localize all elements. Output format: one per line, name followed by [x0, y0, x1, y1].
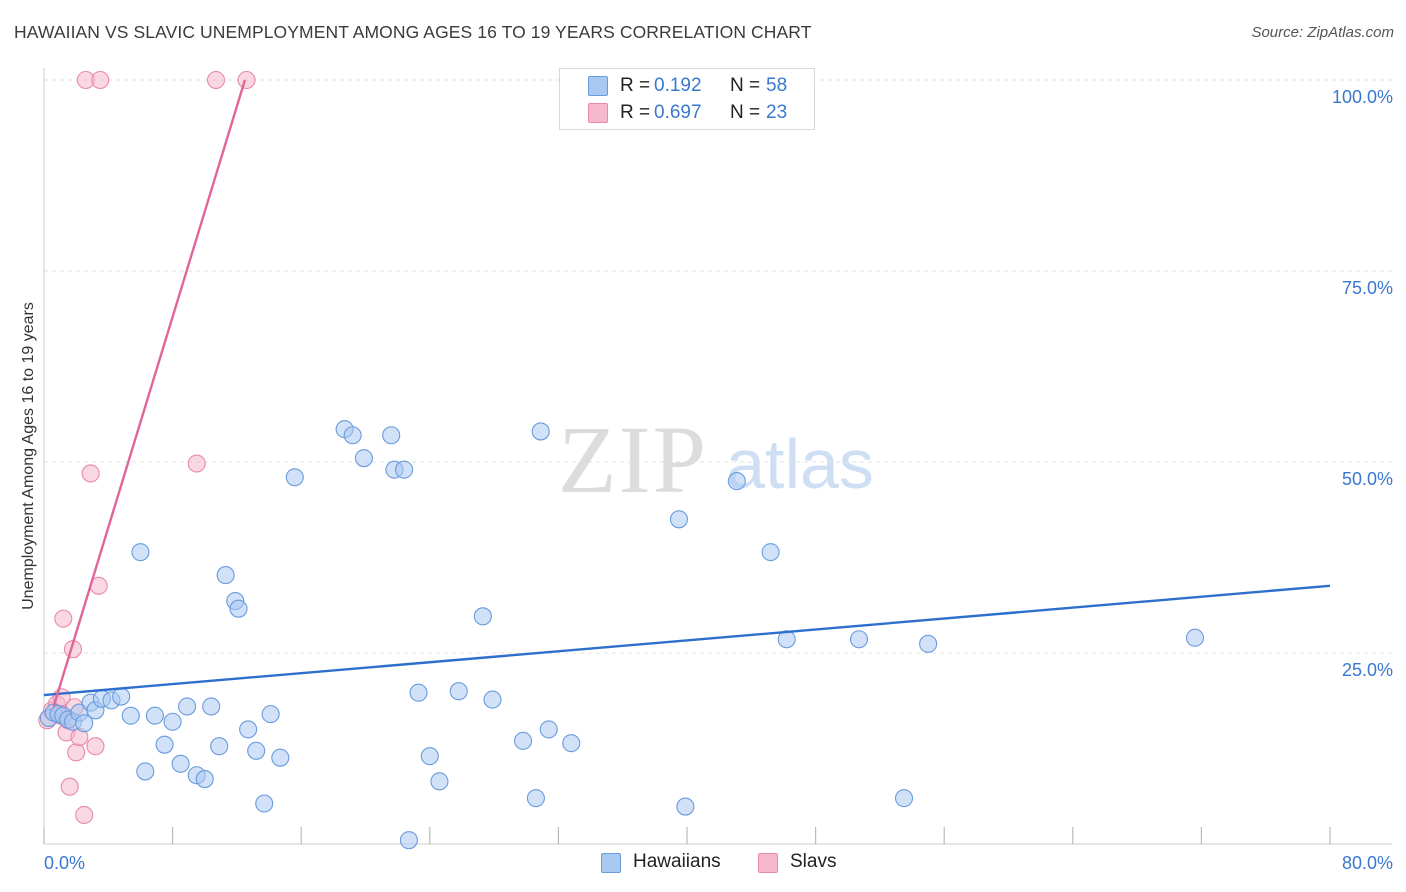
hawaiian-point — [131, 543, 150, 562]
hawaiian-point — [676, 797, 695, 816]
hawaiian-point — [409, 683, 428, 702]
y-tick-label: 50.0% — [1342, 469, 1393, 489]
stats-legend: R = 0.192 N = 58 R = 0.697 N = 23 — [559, 68, 815, 130]
hawaiian-point — [145, 706, 164, 725]
legend-n-label: N = — [730, 102, 761, 123]
slav-point — [237, 70, 256, 90]
hawaiian-point — [163, 712, 182, 731]
hawaiian-point — [155, 735, 174, 754]
slav-point — [75, 805, 94, 825]
hawaiian-point — [430, 772, 449, 791]
slavs-trend-line — [52, 79, 247, 707]
hawaiian-point — [271, 748, 290, 767]
slav-point — [91, 70, 110, 90]
watermark-atlas: atlas — [726, 425, 874, 503]
hawaiian-point — [894, 789, 914, 808]
hawaiian-point — [121, 706, 140, 725]
hawaiian-point — [75, 714, 94, 733]
hawaiian-point — [849, 630, 869, 649]
hawaiian-point — [919, 634, 938, 653]
legend-n-value: 58 — [766, 75, 788, 96]
hawaiian-point — [727, 472, 746, 491]
watermark-zip: ZIP — [558, 406, 708, 513]
hawaiian-point — [669, 510, 689, 529]
hawaiian-point — [255, 794, 274, 813]
hawaiian-point — [761, 543, 780, 562]
hawaiian-point — [343, 426, 362, 445]
legend-hawaiians-label: Hawaiians — [633, 851, 721, 872]
hawaiian-point — [216, 566, 235, 585]
y-tick-label: 100.0% — [1332, 87, 1393, 107]
x-tick-label: 80.0% — [1342, 853, 1393, 873]
hawaiian-point — [483, 690, 502, 709]
legend-n-label: N = — [730, 75, 761, 96]
hawaiian-point — [531, 422, 550, 441]
hawaiian-point — [420, 747, 439, 766]
hawaiians-swatch — [601, 853, 621, 873]
hawaiian-point — [239, 720, 258, 739]
slavs-swatch — [588, 103, 608, 123]
hawaiian-point — [136, 762, 155, 781]
slavs-swatch — [758, 853, 778, 873]
hawaiian-point — [473, 607, 492, 626]
hawaiian-point — [526, 789, 545, 808]
grid-lines — [44, 79, 1392, 654]
hawaiians-trend-line — [43, 584, 1331, 697]
hawaiian-point — [210, 737, 229, 756]
x-tick-label: 0.0% — [44, 853, 85, 873]
data-points — [38, 70, 1205, 850]
hawaiian-point — [285, 468, 304, 487]
hawaiian-point — [229, 599, 248, 618]
legend-r-label: R = — [620, 102, 651, 123]
legend-r-value: 0.697 — [654, 102, 702, 123]
slav-point — [187, 454, 206, 473]
slav-point — [60, 777, 79, 796]
hawaiian-point — [171, 754, 190, 773]
hawaiian-point — [261, 705, 280, 724]
hawaiian-point — [513, 731, 533, 750]
slav-point — [206, 70, 226, 90]
y-tick-label: 75.0% — [1342, 278, 1393, 298]
source-label: Source: ZipAtlas.com — [1251, 24, 1394, 41]
chart-title: HAWAIIAN VS SLAVIC UNEMPLOYMENT AMONG AG… — [14, 22, 812, 42]
legend-r-label: R = — [620, 75, 651, 96]
hawaiian-point — [562, 734, 581, 753]
hawaiian-point — [178, 697, 197, 716]
hawaiian-point — [382, 426, 401, 445]
hawaiian-point — [112, 687, 131, 706]
axes — [43, 68, 1392, 845]
y-tick-label: 25.0% — [1342, 660, 1393, 680]
slav-point — [54, 609, 73, 628]
hawaiian-point — [354, 449, 373, 468]
hawaiian-point — [449, 682, 468, 701]
hawaiian-point — [395, 460, 414, 479]
hawaiian-point — [539, 720, 558, 739]
y-axis-label: Unemployment Among Ages 16 to 19 years — [20, 302, 37, 610]
tick-labels: 25.0% 50.0% 75.0% 100.0% 0.0% 80.0% — [44, 87, 1393, 873]
hawaiians-swatch — [588, 76, 608, 96]
hawaiian-point — [1185, 628, 1205, 647]
trend-lines — [43, 79, 1331, 707]
slav-point — [67, 743, 86, 762]
legend-slavs-label: Slavs — [790, 851, 837, 872]
hawaiian-point — [399, 831, 418, 850]
legend-n-value: 23 — [766, 102, 788, 123]
hawaiian-point — [195, 770, 214, 789]
legend-r-value: 0.192 — [654, 75, 702, 96]
hawaiian-point — [202, 697, 221, 716]
hawaiian-point — [247, 741, 266, 760]
slav-point — [81, 464, 100, 483]
slav-point — [86, 737, 105, 756]
